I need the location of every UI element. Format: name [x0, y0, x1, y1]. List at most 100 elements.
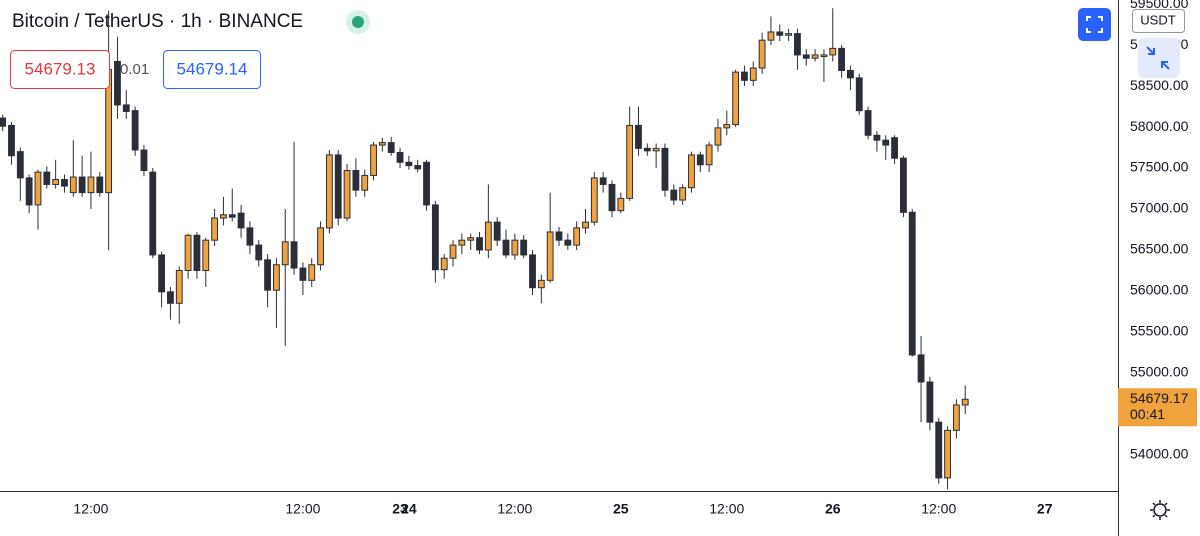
candle-body — [847, 69, 854, 79]
settings-icon[interactable] — [1153, 503, 1167, 517]
buy-price[interactable]: 54679.14 — [177, 59, 248, 78]
candle-body — [299, 267, 307, 281]
candle-body — [69, 176, 77, 194]
y-tick-label: 55500.00 — [1130, 323, 1189, 339]
candle-body — [467, 237, 475, 241]
candle-body — [926, 381, 934, 423]
candle-body — [635, 124, 642, 149]
fullscreen-icon — [1086, 16, 1103, 33]
fullscreen-button[interactable] — [1078, 8, 1111, 41]
candle-body — [122, 104, 130, 112]
candle-body — [573, 227, 581, 246]
y-tick-label: 58000.00 — [1130, 118, 1189, 134]
candle-body — [290, 241, 298, 269]
candle-body — [281, 241, 289, 266]
candle-body — [25, 177, 33, 206]
candle-body — [237, 212, 245, 229]
candle-body — [325, 154, 333, 229]
last-price-label: 54679.17 — [1130, 390, 1189, 406]
candle-body — [599, 177, 607, 185]
candle-body — [334, 154, 342, 219]
candle-body — [626, 124, 634, 199]
candle-body — [352, 169, 360, 191]
candle-body — [484, 221, 492, 251]
candle-body — [855, 77, 863, 112]
candle-body — [767, 31, 775, 41]
candle-body — [820, 54, 828, 58]
y-tick-label: 58500.00 — [1130, 77, 1189, 93]
y-tick-label: 56000.00 — [1130, 282, 1189, 298]
candle-body — [184, 234, 192, 272]
candle-body — [935, 421, 943, 479]
candle-body — [228, 214, 236, 218]
candle-body — [520, 239, 528, 256]
currency-label: USDT — [1140, 12, 1175, 27]
sell-button[interactable] — [10, 50, 110, 89]
candle-body — [308, 264, 316, 281]
chart-title: Bitcoin / TetherUS · 1h · BINANCE — [12, 11, 303, 32]
candle-body — [617, 197, 625, 212]
candle-body — [529, 254, 536, 289]
candle-body — [661, 147, 669, 191]
candle-body — [917, 354, 925, 383]
y-tick-label: 57500.00 — [1130, 159, 1189, 175]
x-tick-label: 25 — [613, 501, 629, 517]
candle-body — [873, 134, 881, 141]
sell-price[interactable]: 54679.13 — [25, 59, 96, 78]
candle-body — [264, 259, 271, 291]
candle-body — [255, 244, 263, 261]
candle-body — [423, 161, 430, 206]
y-tick-label: 54000.00 — [1130, 446, 1189, 462]
candle-body — [564, 239, 572, 246]
candle-body — [537, 279, 545, 289]
candle-body — [149, 171, 157, 256]
currency-box[interactable] — [1132, 9, 1185, 33]
x-tick-label: 12:00 — [285, 501, 320, 517]
candle-body — [220, 214, 227, 219]
candle-body — [899, 157, 907, 213]
candle-body — [370, 144, 377, 176]
candle-body — [61, 179, 68, 187]
candle-body — [732, 71, 740, 126]
settings-teeth — [1150, 500, 1170, 520]
candle-body — [502, 239, 510, 256]
candle-body — [493, 221, 501, 241]
countdown-label: 00:41 — [1130, 406, 1165, 422]
candle-body — [396, 151, 404, 163]
candle-body — [652, 147, 660, 152]
candle-body — [16, 151, 24, 179]
candle-body — [944, 429, 951, 479]
candle-body — [87, 176, 95, 194]
candle-body — [476, 237, 483, 251]
candle-body — [511, 239, 519, 256]
candle-body — [546, 231, 554, 281]
candle-body — [882, 139, 890, 146]
y-tick-label: 59500.00 — [1130, 0, 1189, 11]
candle-body — [343, 169, 351, 219]
candle-body — [272, 264, 280, 291]
candle-body — [78, 176, 86, 194]
candle-body — [723, 124, 731, 129]
candle-body — [52, 179, 60, 185]
candle-body — [741, 71, 748, 81]
candle-body — [114, 60, 121, 106]
x-tick-label: 12:00 — [709, 501, 744, 517]
candle-body — [961, 398, 969, 406]
candle-body — [802, 54, 810, 59]
candle-body — [431, 204, 439, 271]
candle-body — [96, 176, 104, 194]
scale-button[interactable] — [1138, 38, 1180, 78]
candle-body — [449, 244, 457, 259]
candle-body — [317, 227, 324, 266]
buy-button[interactable] — [163, 50, 261, 89]
candle-body — [361, 174, 369, 191]
x-tick-label: 12:00 — [73, 501, 108, 517]
candle-body — [0, 117, 7, 127]
candle-body — [891, 137, 898, 159]
y-tick-label: 55000.00 — [1130, 364, 1189, 380]
candle-body — [158, 254, 166, 293]
candle-body — [838, 47, 846, 71]
candle-body — [167, 291, 174, 304]
